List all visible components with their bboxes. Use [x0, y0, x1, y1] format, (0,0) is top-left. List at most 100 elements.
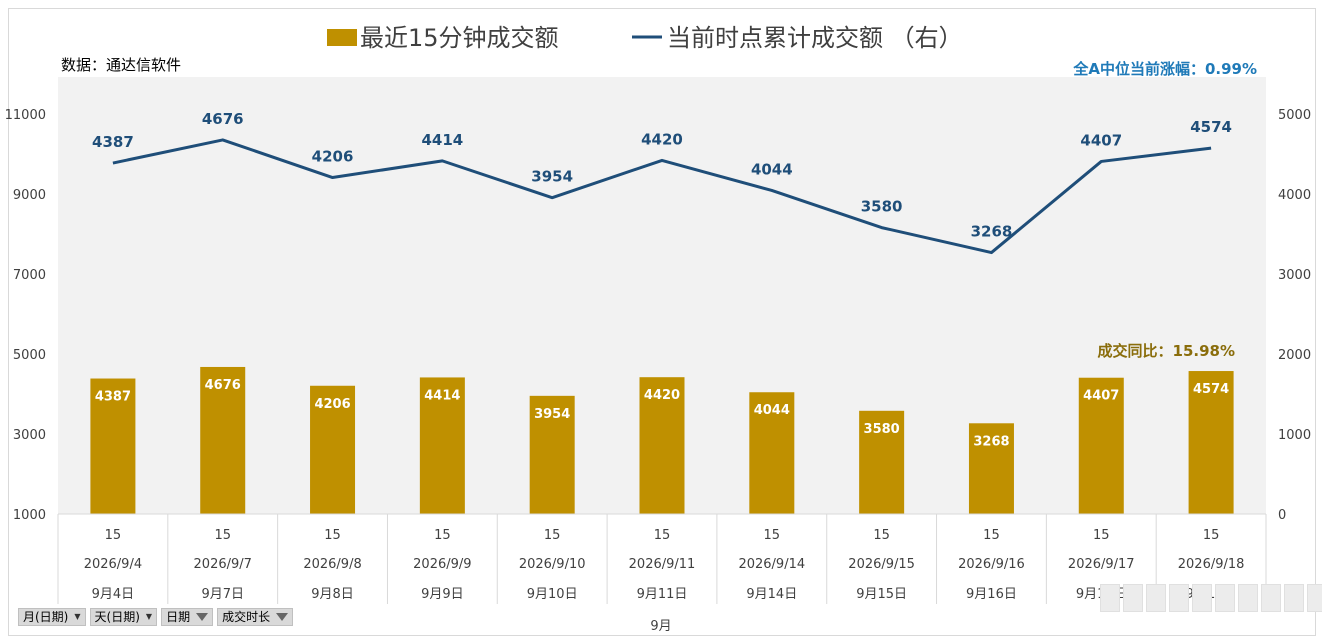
- line-value-label: 3268: [971, 223, 1013, 241]
- category-date-label: 2026/9/18: [1178, 557, 1245, 572]
- category-top-label: 15: [544, 528, 561, 543]
- category-top-label: 15: [1093, 528, 1110, 543]
- category-top-label: 15: [105, 528, 122, 543]
- category-date-label: 2026/9/17: [1068, 557, 1135, 572]
- bar: [639, 377, 685, 514]
- line-series: 4387 4676 4206 4414 3954 4420 4044 3580 3268 4407…: [92, 110, 1232, 255]
- bar-value-label: 4574: [1193, 382, 1229, 397]
- line-value-label: 4420: [641, 130, 683, 148]
- right-tick-label: 3000: [1278, 268, 1311, 283]
- legend-bar-swatch: [327, 29, 357, 46]
- line-value-label: 4414: [421, 131, 463, 149]
- legend-bar-label: 最近15分钟成交额: [360, 24, 559, 52]
- category-day-label: 9月10日: [527, 587, 578, 602]
- left-tick-label: 1000: [13, 508, 46, 523]
- bar-value-label: 3580: [864, 422, 900, 437]
- left-tick-label: 3000: [13, 428, 46, 443]
- filter-month-button[interactable]: 月(日期) ▼: [18, 608, 86, 626]
- category-date-label: 2026/9/15: [848, 557, 915, 572]
- line-value-label: 4574: [1190, 118, 1232, 136]
- bar-series: 4387 4676 4206 4414 3954 4420 4044 3580 3268 4407…: [90, 366, 1234, 514]
- bar: [529, 395, 575, 514]
- category-day-label: 9月11日: [637, 587, 688, 602]
- category-top-label: 15: [214, 528, 231, 543]
- bar: [310, 385, 356, 514]
- bar: [1188, 371, 1234, 514]
- month-group-label: 9月: [650, 619, 671, 634]
- bar: [419, 377, 465, 514]
- right-tick-label: 2000: [1278, 348, 1311, 363]
- filter-date-label: 日期: [166, 610, 191, 624]
- category-top-label: 15: [1203, 528, 1220, 543]
- median-change-note: 全A中位当前涨幅：0.99%: [1072, 60, 1257, 78]
- watermark: [1100, 584, 1322, 612]
- bar-value-label: 4044: [754, 403, 790, 418]
- category-date-label: 2026/9/9: [413, 557, 471, 572]
- line-value-label: 4407: [1080, 131, 1122, 149]
- legend-line-label: 当前时点累计成交额 （右）: [667, 24, 963, 52]
- line-value-label: 3954: [531, 168, 573, 186]
- filter-bar: 月(日期) ▼ 天(日期) ▼ 日期 成交时长: [18, 608, 294, 628]
- line-value-label: 4206: [312, 148, 354, 166]
- bar: [1078, 377, 1124, 514]
- category-top-label: 15: [764, 528, 781, 543]
- category-day-label: 9月15日: [856, 587, 907, 602]
- category-date-label: 2026/9/7: [194, 557, 252, 572]
- category-day-label: 9月4日: [92, 587, 135, 602]
- bar: [90, 378, 136, 514]
- category-day-label: 9月16日: [966, 587, 1017, 602]
- bar-value-label: 4676: [205, 378, 241, 393]
- yoy-note: 成交同比：15.98%: [1098, 342, 1235, 360]
- category-date-label: 2026/9/16: [958, 557, 1025, 572]
- right-tick-label: 5000: [1278, 108, 1311, 123]
- category-axis: 15 2026/9/4 9月4日 15 2026/9/7 9月7日 15 2026/9/8 9月…: [57, 513, 1267, 604]
- chart-frame: [8, 8, 1316, 636]
- bar-value-label: 4387: [95, 390, 131, 405]
- category-top-label: 15: [324, 528, 341, 543]
- filter-duration-label: 成交时长: [222, 610, 271, 624]
- filter-month-label: 月(日期): [23, 610, 69, 624]
- bar: [968, 423, 1014, 514]
- right-tick-label: 0: [1278, 508, 1286, 523]
- filter-day-button[interactable]: 天(日期) ▼: [89, 608, 158, 626]
- filter-funnel-icon: [276, 613, 289, 621]
- source-note: 数据：通达信软件: [61, 56, 181, 74]
- right-tick-label: 4000: [1278, 188, 1311, 203]
- dropdown-arrow-icon: ▼: [145, 612, 153, 621]
- category-day-label: 9月9日: [421, 587, 464, 602]
- left-tick-label: 5000: [13, 348, 46, 363]
- line-value-label: 4676: [202, 110, 244, 128]
- category-date-label: 2026/9/8: [303, 557, 361, 572]
- line-value-label: 4044: [751, 160, 793, 178]
- dropdown-arrow-icon: ▼: [74, 612, 81, 621]
- category-day-label: 9月8日: [311, 587, 354, 602]
- line-value-label: 3580: [861, 198, 903, 216]
- bar-value-label: 3954: [534, 407, 570, 422]
- bar: [200, 366, 246, 514]
- left-tick-label: 9000: [13, 188, 46, 203]
- left-axis: 1000 3000 5000 7000 9000 11000: [5, 108, 46, 523]
- bar-value-label: 4407: [1083, 389, 1119, 404]
- right-axis: 0 1000 2000 3000 4000 5000: [1278, 108, 1311, 523]
- line-value-label: 4387: [92, 133, 134, 151]
- category-date-label: 2026/9/14: [738, 557, 805, 572]
- category-top-label: 15: [654, 528, 671, 543]
- filter-day-label: 天(日期): [94, 610, 140, 624]
- category-date-label: 2026/9/11: [629, 557, 696, 572]
- category-top-label: 15: [434, 528, 451, 543]
- left-tick-label: 7000: [13, 268, 46, 283]
- category-date-label: 2026/9/4: [84, 557, 142, 572]
- left-tick-label: 11000: [5, 108, 46, 123]
- bar-value-label: 4414: [424, 388, 460, 403]
- right-tick-label: 1000: [1278, 428, 1311, 443]
- bar-value-label: 3268: [973, 434, 1009, 449]
- category-top-label: 15: [983, 528, 1000, 543]
- category-day-label: 9月14日: [746, 587, 797, 602]
- filter-funnel-icon: [196, 613, 209, 621]
- filter-duration-button[interactable]: 成交时长: [217, 608, 294, 626]
- category-top-label: 15: [873, 528, 890, 543]
- series-line: [112, 138, 1212, 255]
- filter-date-button[interactable]: 日期: [161, 608, 214, 626]
- bar: [859, 410, 905, 514]
